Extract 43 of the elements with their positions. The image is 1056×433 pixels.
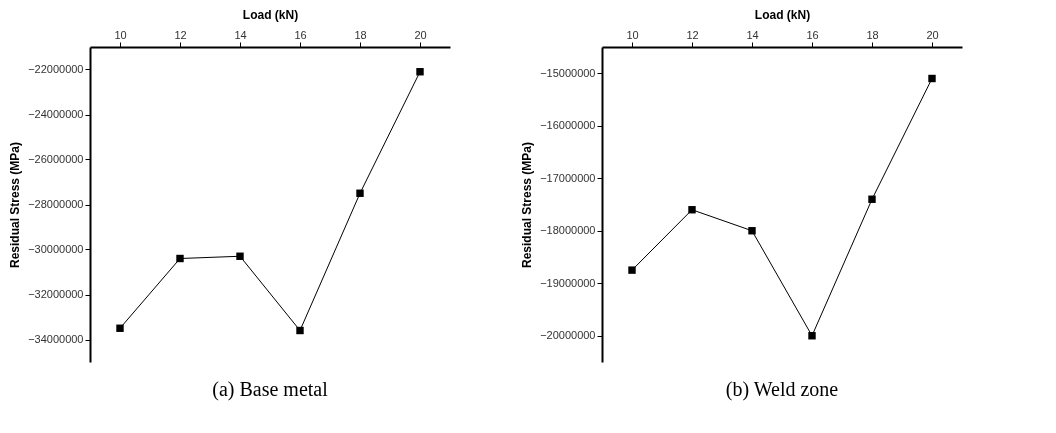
y-tick-label: −26000000 [28, 153, 84, 165]
y-tick-label: −18000000 [540, 224, 596, 237]
y-tick-label: −34000000 [28, 333, 84, 345]
x-tick-label: 10 [114, 28, 127, 41]
y-tick-label: −22000000 [28, 63, 84, 75]
x-tick-label: 14 [234, 28, 247, 41]
point [628, 266, 636, 274]
x-tick-label: 20 [414, 28, 427, 41]
y-tick-label: −30000000 [28, 243, 84, 255]
text: (b) Weld zone [725, 378, 839, 401]
y-tick-label: −20000000 [540, 329, 596, 342]
y-tick-label: −24000000 [28, 108, 84, 120]
y-axis-title: Residual Stress (MPa) [8, 141, 23, 269]
x-tick-label: 12 [174, 28, 187, 41]
x-tick-label: 10 [626, 28, 639, 41]
x-tick-label: 20 [926, 28, 939, 41]
y-axis-title: Residual Stress (MPa) [520, 141, 535, 269]
x-tick-label: 16 [294, 28, 307, 41]
y-tick-label: −32000000 [28, 288, 84, 300]
y-tick-label: −15000000 [540, 66, 596, 79]
point [296, 326, 304, 335]
point [808, 332, 816, 340]
point [356, 189, 364, 197]
point [868, 195, 876, 203]
x-tick-label: 14 [746, 28, 759, 41]
point [176, 254, 184, 263]
x-tick-label: 12 [686, 28, 699, 41]
y-tick-label: −16000000 [540, 119, 596, 132]
y-tick-label: −28000000 [28, 198, 84, 210]
point [688, 206, 696, 214]
x-axis-title: Load (kN) [242, 7, 299, 22]
point [416, 68, 424, 76]
point [236, 252, 244, 260]
x-tick-label: 18 [354, 28, 367, 41]
text: (a) Base metal [212, 378, 329, 401]
x-tick-label: 16 [806, 28, 819, 41]
point [116, 324, 124, 332]
point [928, 74, 936, 83]
y-tick-label: −19000000 [540, 276, 596, 289]
y-tick-label: −17000000 [540, 171, 596, 184]
x-axis-title: Load (kN) [754, 7, 811, 22]
point [748, 227, 756, 235]
x-tick-label: 18 [866, 28, 879, 41]
